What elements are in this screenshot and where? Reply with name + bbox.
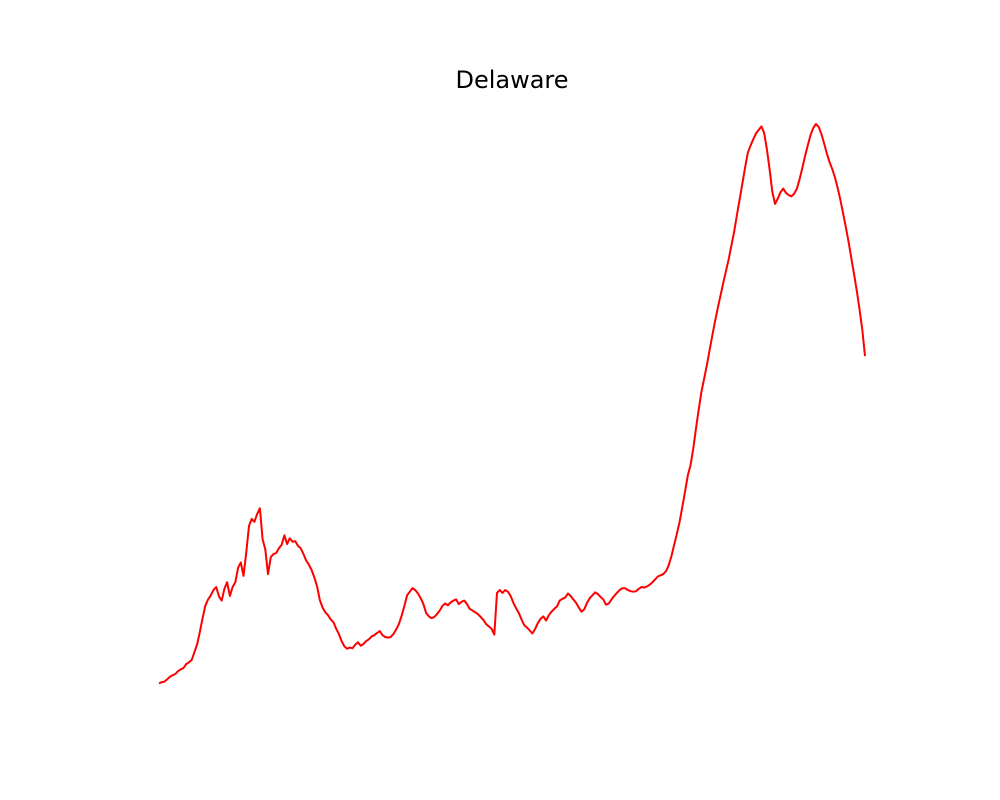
chart-title: Delaware [455, 66, 568, 94]
series-layer [158, 123, 866, 685]
series-line-0 [158, 123, 866, 685]
